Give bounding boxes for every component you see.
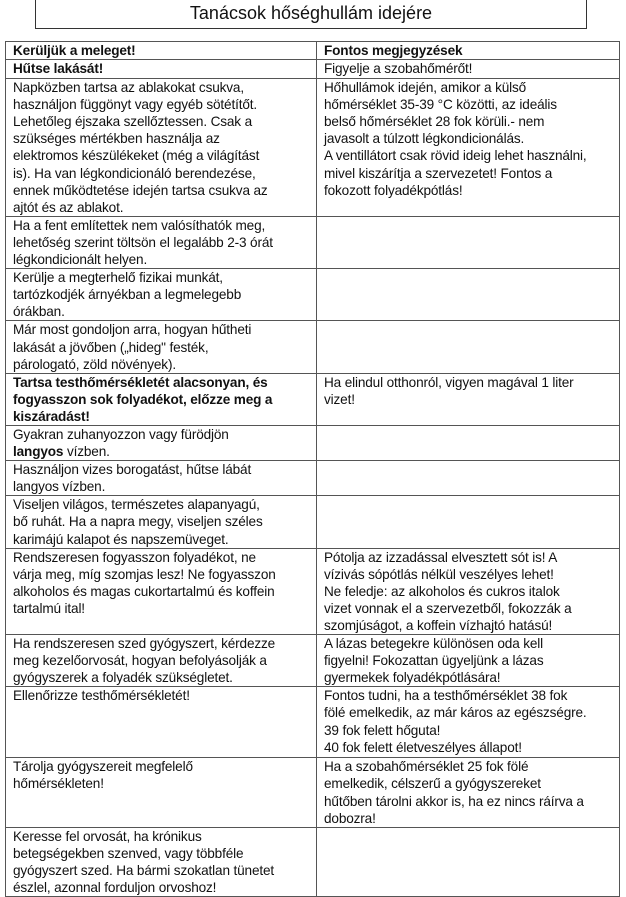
table-row: Ha a fent említettek nem valósíthatók me… — [5, 215, 620, 270]
table-row: Használjon vizes borogatást, hűtse lábát… — [5, 460, 620, 497]
note-cell: Fontos tudni, ha a testhőmérséklet 38 fo… — [316, 686, 620, 759]
cell-text: A lázas betegekre különösen oda kell fig… — [324, 636, 544, 686]
note-cell: Figyelje a szobahőmérőt! — [316, 59, 620, 80]
table-header-row: Kerüljük a meleget! Fontos megjegyzések — [5, 40, 620, 61]
advice-cell: Kerülje a megterhelő fizikai munkát, tar… — [5, 268, 317, 322]
table-row: Keresse fel orvosát, ha krónikus betegsé… — [5, 826, 620, 897]
cell-text: Rendszeresen fogyasszon folyadékot, ne v… — [13, 549, 276, 616]
cell-text: Kerülje a megterhelő fizikai munkát, tar… — [13, 270, 242, 320]
cell-text: Viseljen világos, természetes alapanyagú… — [13, 497, 263, 547]
cell-text: vízben. — [63, 444, 110, 460]
advice-cell: Viseljen világos, természetes alapanyagú… — [5, 495, 317, 549]
table-row: Ellenőrizze testhőmérsékletét! Fontos tud… — [5, 686, 620, 759]
note-cell — [316, 320, 620, 374]
table-row: Tárolja gyógyszereit megfelelő hőmérsékl… — [5, 757, 620, 828]
table-row: Már most gondoljon arra, hogyan hűtheti … — [5, 320, 620, 374]
note-cell: Pótolja az izzadással elvesztett sót is!… — [316, 547, 620, 636]
cell-text: Keresse fel orvosát, ha krónikus betegsé… — [13, 828, 275, 896]
advice-cell: Kerüljük a meleget! — [5, 40, 317, 61]
advice-cell: Ha rendszeresen szed gyógyszert, kérdezz… — [5, 634, 317, 688]
cell-text: langyos — [13, 444, 64, 460]
advice-cell: Használjon vizes borogatást, hűtse lábát… — [5, 460, 317, 497]
table-row: Ha rendszeresen szed gyógyszert, kérdezz… — [5, 634, 620, 688]
cell-text: Ha rendszeresen szed gyógyszert, kérdezz… — [13, 636, 276, 686]
advice-cell: Rendszeresen fogyasszon folyadékot, ne v… — [5, 547, 317, 636]
advice-cell: Hűtse lakását! — [5, 59, 317, 80]
table-row: Kerülje a megterhelő fizikai munkát, tar… — [5, 268, 620, 322]
note-cell: Fontos megjegyzések — [316, 40, 620, 61]
cell-text: Gyakran zuhanyozzon vagy fürödjön — [13, 426, 229, 442]
table-row: Rendszeresen fogyasszon folyadékot, ne v… — [5, 547, 620, 636]
cell-text: Pótolja az izzadással elvesztett sót is!… — [324, 549, 572, 633]
advice-cell: Tartsa testhőmérsékletét alacsonyan, és … — [5, 372, 317, 426]
note-cell — [316, 826, 620, 897]
table-row: Viseljen világos, természetes alapanyagú… — [5, 495, 620, 549]
note-cell — [316, 460, 620, 497]
cell-text: Ha elindul otthonról, vigyen magával 1 l… — [324, 374, 574, 407]
cell-text: Tartsa testhőmérsékletét alacsonyan, és … — [13, 374, 273, 424]
note-cell: A lázas betegekre különösen oda kell fig… — [316, 634, 620, 688]
cell-text: Hőhullámok idején, amikor a külső hőmérs… — [324, 80, 587, 198]
cell-text: Tárolja gyógyszereit megfelelő hőmérsékl… — [13, 759, 193, 792]
cell-text: Már most gondoljon arra, hogyan hűtheti … — [13, 322, 252, 372]
advice-cell: Napközben tartsa az ablakokat csukva, ha… — [5, 78, 317, 217]
advice-cell: Tárolja gyógyszereit megfelelő hőmérsékl… — [5, 757, 317, 828]
table-row: Napközben tartsa az ablakokat csukva, ha… — [5, 78, 620, 217]
note-cell — [316, 495, 620, 549]
cell-text: Fontos megjegyzések — [324, 43, 463, 58]
note-cell — [316, 215, 620, 270]
document-title: Tanácsok hőséghullám idejére — [35, 0, 587, 29]
cell-text: Hűtse lakását! — [13, 61, 104, 77]
cell-text: Ellenőrizze testhőmérsékletét! — [13, 688, 190, 704]
note-cell — [316, 424, 620, 462]
note-cell: Ha elindul otthonról, vigyen magával 1 l… — [316, 372, 620, 426]
cell-text: Kerüljük a meleget! — [13, 43, 136, 58]
table-row: Hűtse lakását! Figyelje a szobahőmérőt! — [5, 59, 620, 80]
advice-cell: Gyakran zuhanyozzon vagy fürödjön langyo… — [5, 424, 317, 462]
cell-text: Ha a fent említettek nem valósíthatók me… — [13, 217, 273, 268]
cell-text: Használjon vizes borogatást, hűtse lábát… — [13, 462, 252, 495]
advice-cell: Keresse fel orvosát, ha krónikus betegsé… — [5, 826, 317, 897]
cell-text: Figyelje a szobahőmérőt! — [324, 61, 473, 77]
cell-text: Ha a szobahőmérséklet 25 fok fölé emelke… — [324, 759, 584, 826]
advice-cell: Ha a fent említettek nem valósíthatók me… — [5, 215, 317, 270]
table-body: Kerüljük a meleget! Fontos megjegyzések Hű… — [5, 40, 620, 897]
note-cell — [316, 268, 620, 322]
note-cell: Ha a szobahőmérséklet 25 fok fölé emelke… — [316, 757, 620, 828]
cell-text: Fontos tudni, ha a testhőmérséklet 38 fo… — [324, 688, 587, 755]
note-cell: Hőhullámok idején, amikor a külső hőmérs… — [316, 78, 620, 217]
table-row: Gyakran zuhanyozzon vagy fürödjön langyo… — [5, 424, 620, 462]
advice-cell: Ellenőrizze testhőmérsékletét! — [5, 686, 317, 759]
advice-cell: Már most gondoljon arra, hogyan hűtheti … — [5, 320, 317, 374]
table-row: Tartsa testhőmérsékletét alacsonyan, és … — [5, 372, 620, 426]
heatwave-advice-table: Kerüljük a meleget! Fontos megjegyzések Hű… — [5, 40, 620, 897]
cell-text: Napközben tartsa az ablakokat csukva, ha… — [13, 80, 268, 215]
